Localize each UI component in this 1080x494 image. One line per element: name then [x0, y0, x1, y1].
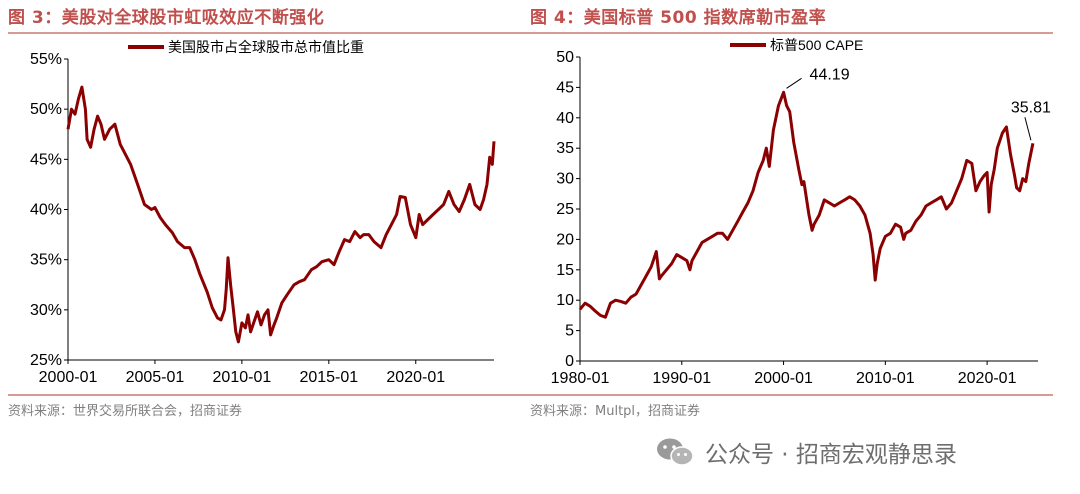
y-tick-label: 15 [556, 262, 574, 279]
y-tick-label: 25 [556, 201, 574, 218]
y-tick-label: 35 [556, 140, 574, 157]
legend-label: 美国股市占全球股市总市值比重 [168, 39, 364, 55]
series-line [578, 90, 1035, 319]
y-tick-label: 40 [556, 110, 574, 127]
watermark-text: 公众号 · 招商宏观静思录 [705, 442, 957, 468]
y-tick-label: 0 [565, 353, 574, 370]
x-tick-label: 2010-01 [856, 370, 915, 387]
legend-label: 标普500 CAPE [770, 37, 863, 53]
x-tick-label: 2015-01 [299, 369, 358, 386]
watermark: 公众号 · 招商宏观静思录 [655, 432, 957, 472]
x-tick-label: 2010-01 [213, 369, 272, 386]
chart-panel-cape: 图 4：美国标普 500 指数席勒市盈率 0 5 10 15 20 25 30 35 40 45 5… [530, 0, 1053, 420]
y-tick-label: 50 [556, 49, 574, 66]
y-tick-label: 45 [556, 79, 574, 96]
figure-title: 图 4：美国标普 500 指数席勒市盈率 [530, 8, 827, 28]
x-tick-label: 2020-01 [386, 369, 445, 386]
y-tick-label: 45% [30, 151, 62, 168]
annotation-label: 35.81 [1011, 99, 1051, 116]
title-divider [530, 32, 1053, 34]
x-tick-label: 2000-01 [754, 370, 813, 387]
y-tick-label: 25% [30, 352, 62, 369]
y-tick-label: 50% [30, 101, 62, 118]
series-line [66, 85, 496, 344]
y-tick-label: 55% [30, 51, 62, 68]
source-note: 资料来源：Multpl，招商证券 [530, 404, 701, 419]
x-tick-label: 2000-01 [39, 369, 98, 386]
annotation-leader [786, 77, 802, 89]
figure-title: 图 3：美股对全球股市虹吸效应不断强化 [8, 8, 325, 28]
y-tick-label: 30 [556, 171, 574, 188]
source-divider [530, 394, 1053, 396]
y-tick-label: 35% [30, 252, 62, 269]
source-note: 资料来源：世界交易所联合会，招商证券 [8, 404, 243, 419]
chart-panel-us-share: 图 3：美股对全球股市虹吸效应不断强化 25% 30% 35% 40% 45% 50% 55… [8, 0, 531, 420]
annotation-label: 44.19 [810, 66, 850, 83]
y-tick-label: 10 [556, 292, 574, 309]
annotation-leader [1024, 117, 1032, 141]
us-share-line-chart: 25% 30% 35% 40% 45% 50% 55% 2000-01 2005-01 2010-… [30, 39, 496, 386]
y-tick-label: 40% [30, 202, 62, 219]
x-tick-label: 1980-01 [551, 370, 610, 387]
source-divider [8, 394, 531, 396]
y-tick-label: 5 [565, 323, 574, 340]
x-tick-label: 2005-01 [126, 369, 185, 386]
title-divider [8, 32, 531, 34]
cape-line-chart: 0 5 10 15 20 25 30 35 40 45 50 1980-01 1990-01 2000-0… [551, 37, 1051, 387]
y-tick-label: 20 [556, 231, 574, 248]
y-tick-label: 30% [30, 302, 62, 319]
x-tick-label: 2020-01 [958, 370, 1017, 387]
wechat-icon [657, 438, 694, 466]
x-tick-label: 1990-01 [652, 370, 711, 387]
